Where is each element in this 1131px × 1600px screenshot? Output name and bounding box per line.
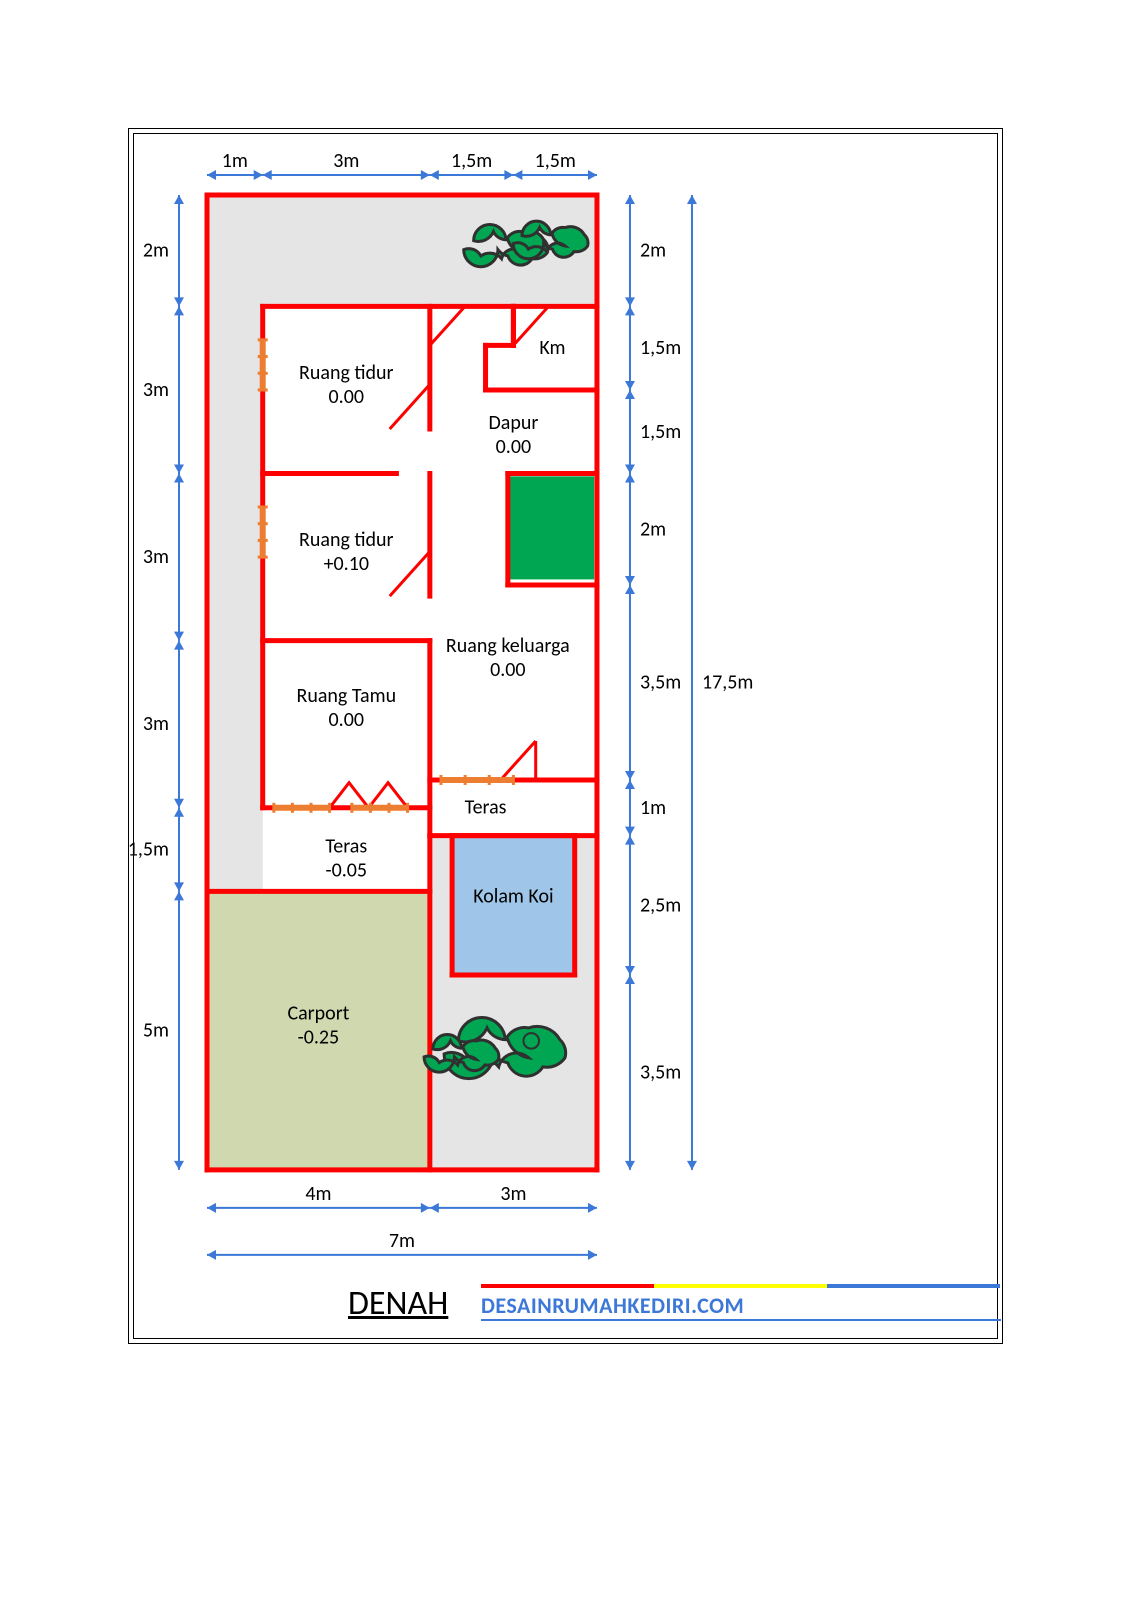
plan-title: DENAH [348, 1283, 448, 1324]
svg-text:Teras: Teras [465, 795, 507, 819]
svg-text:0.00: 0.00 [329, 708, 364, 732]
svg-text:0.00: 0.00 [496, 435, 531, 459]
svg-text:Ruang tidur: Ruang tidur [299, 361, 394, 385]
svg-text:3m: 3m [143, 545, 169, 569]
svg-text:4m: 4m [305, 1182, 331, 1206]
svg-text:0.00: 0.00 [329, 385, 364, 409]
svg-text:Ruang tidur: Ruang tidur [299, 528, 394, 552]
svg-text:2m: 2m [640, 239, 666, 263]
svg-text:Ruang keluarga: Ruang keluarga [446, 634, 570, 658]
svg-text:3,5m: 3,5m [640, 1060, 681, 1084]
link-overline-blue [827, 1284, 1000, 1288]
svg-text:Km: Km [539, 336, 565, 360]
svg-text:2m: 2m [640, 517, 666, 541]
svg-text:1,5m: 1,5m [640, 336, 681, 360]
svg-text:+0.10: +0.10 [324, 552, 369, 576]
svg-text:1,5m: 1,5m [451, 149, 492, 173]
link-overline-yellow [654, 1284, 827, 1288]
link-overline-red [481, 1284, 654, 1288]
svg-text:1,5m: 1,5m [128, 838, 169, 862]
svg-text:1m: 1m [222, 149, 248, 173]
svg-text:3m: 3m [143, 378, 169, 402]
svg-text:1,5m: 1,5m [535, 149, 576, 173]
svg-text:3m: 3m [143, 712, 169, 736]
svg-text:1,5m: 1,5m [640, 420, 681, 444]
svg-text:2m: 2m [143, 239, 169, 263]
svg-text:1m: 1m [640, 796, 666, 820]
svg-text:5m: 5m [143, 1019, 169, 1043]
svg-text:Carport: Carport [287, 1002, 349, 1026]
svg-text:7m: 7m [389, 1229, 415, 1253]
svg-text:Dapur: Dapur [488, 411, 538, 435]
svg-text:17,5m: 17,5m [702, 670, 753, 694]
svg-text:3,5m: 3,5m [640, 670, 681, 694]
svg-text:3m: 3m [333, 149, 359, 173]
svg-text:Teras: Teras [325, 834, 367, 858]
svg-text:3m: 3m [500, 1182, 526, 1206]
svg-text:Ruang Tamu: Ruang Tamu [296, 684, 396, 708]
svg-text:0.00: 0.00 [490, 658, 525, 682]
svg-text:-0.05: -0.05 [325, 858, 367, 882]
svg-text:-0.25: -0.25 [298, 1026, 340, 1050]
website-link[interactable]: DESAINRUMAHKEDIRI.COM [481, 1292, 1001, 1321]
svg-text:2,5m: 2,5m [640, 893, 681, 917]
svg-text:Kolam Koi: Kolam Koi [473, 885, 553, 909]
